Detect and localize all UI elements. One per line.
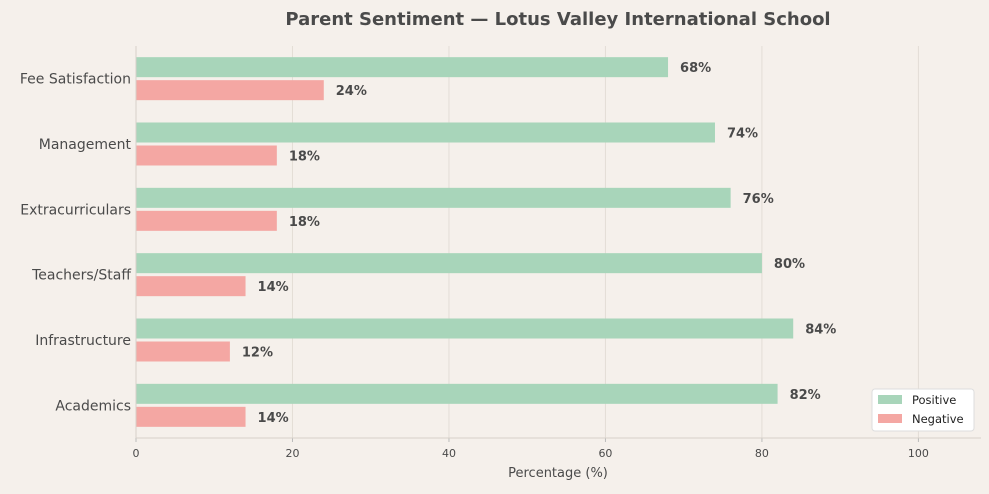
negative-bar: [136, 145, 277, 166]
legend-label: Positive: [912, 393, 956, 407]
positive-bar: [136, 57, 669, 78]
x-tick-label: 60: [598, 447, 612, 460]
value-label: 68%: [680, 61, 711, 76]
category-label: Extracurriculars: [20, 202, 131, 218]
legend-swatch: [878, 414, 902, 423]
negative-bar: [136, 276, 246, 297]
value-label: 18%: [289, 150, 320, 165]
x-tick-label: 20: [285, 447, 299, 460]
value-label: 14%: [258, 411, 289, 426]
x-axis-label: Percentage (%): [508, 466, 608, 481]
legend-label: Negative: [912, 412, 964, 426]
category-label: Academics: [55, 398, 131, 414]
x-tick-label: 100: [908, 447, 929, 460]
legend: Positive Negative: [871, 388, 975, 432]
x-tick-label: 0: [133, 447, 140, 460]
negative-bar: [136, 406, 246, 427]
negative-bar: [136, 341, 230, 362]
x-tick-label: 40: [442, 447, 456, 460]
category-label: Management: [39, 137, 132, 153]
positive-bar: [136, 318, 794, 339]
value-label: 18%: [289, 215, 320, 230]
axes: 0 20 40 60 80 100 Fee Satisfaction Management Ex…: [20, 46, 981, 460]
value-label: 24%: [336, 84, 367, 99]
positive-bar: [136, 383, 778, 404]
grid-lines: [135, 46, 919, 438]
negative-bar: [136, 210, 277, 231]
value-label: 76%: [743, 192, 774, 207]
positive-bar: [136, 122, 715, 143]
negative-bar: [136, 80, 324, 101]
value-label: 84%: [805, 323, 836, 338]
category-label: Teachers/Staff: [31, 268, 131, 284]
x-tick-label: 80: [755, 447, 769, 460]
value-label: 80%: [774, 257, 805, 272]
category-label: Fee Satisfaction: [20, 72, 131, 88]
positive-bar: [136, 253, 762, 274]
category-label: Infrastructure: [35, 333, 131, 349]
value-label: 82%: [790, 388, 821, 403]
value-labels: 68% 24% 74% 18% 76% 18% 80% 14% 84% 12% 82% 14%: [242, 61, 836, 426]
chart-title: Parent Sentiment — Lotus Valley Internat…: [285, 9, 830, 30]
bars: [136, 57, 794, 427]
positive-bar: [136, 187, 731, 208]
value-label: 14%: [258, 280, 289, 295]
value-label: 74%: [727, 127, 758, 142]
value-label: 12%: [242, 346, 273, 361]
legend-swatch: [878, 395, 902, 404]
